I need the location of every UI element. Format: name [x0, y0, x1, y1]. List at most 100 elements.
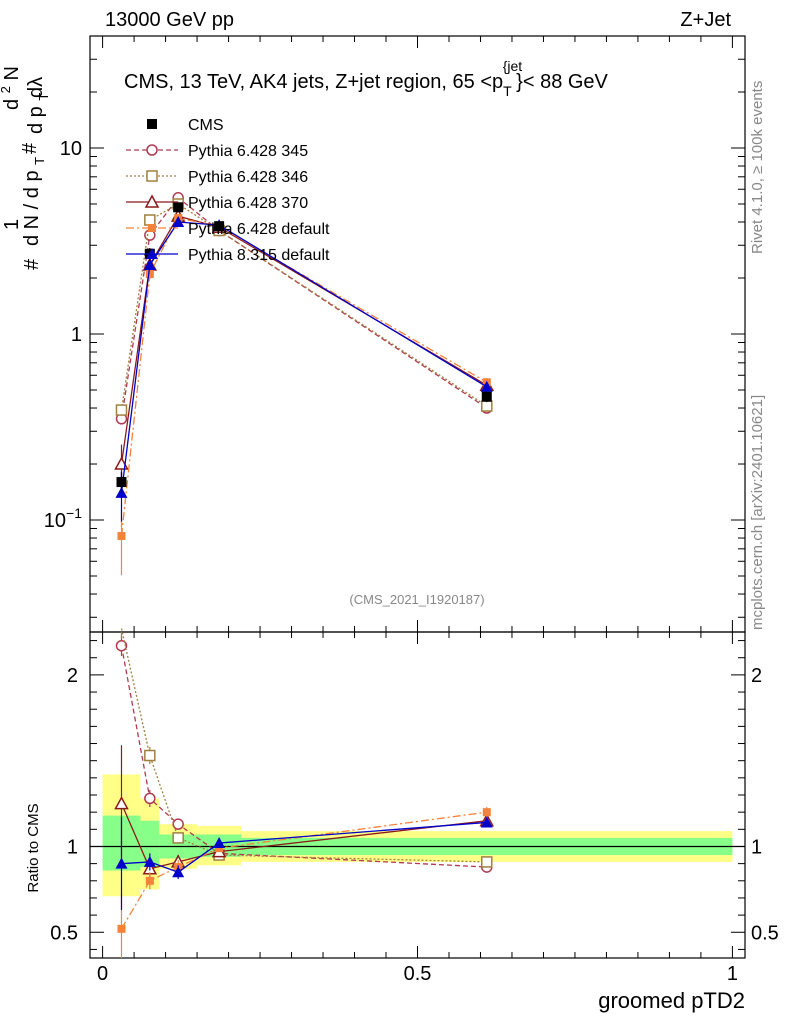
series-ratio-point [172, 818, 184, 830]
header-left: 13000 GeV pp [105, 9, 234, 31]
series-ratio-point [144, 749, 156, 762]
y-axis-label: # d N / d p T # d p T dλ [19, 77, 53, 270]
series-ratio-point [145, 876, 154, 885]
y-axis-label-numer: 1 d 2 N [0, 66, 23, 230]
series-0 [115, 192, 493, 873]
x-tick-label: 0.5 [404, 963, 432, 985]
series-point [144, 214, 156, 226]
series-ratio-point [172, 866, 185, 878]
legend-entry-4: Pythia 6.428 default [126, 221, 330, 238]
x-tick-label: 0 [97, 963, 108, 985]
cms-point [173, 202, 184, 213]
series-point [117, 532, 126, 541]
series-ratio-point [482, 808, 491, 817]
series-ratio-point [115, 857, 128, 869]
series-point [115, 404, 128, 416]
y-label-sub-t2: T [36, 93, 51, 101]
y-label-sub-t1: T [32, 157, 47, 165]
y-label-n: N [1, 66, 23, 80]
y-label-dpt: d p [25, 106, 47, 134]
ratio-tick-label-left: 0.5 [50, 922, 78, 944]
series-ratio-point [480, 816, 493, 828]
series-ratio-point [114, 796, 129, 810]
ratio-tick-label-right: 1 [751, 836, 762, 858]
ratio-tick-label-left: 1 [67, 836, 78, 858]
y-label-dlambda: dλ [25, 77, 47, 98]
y-tick-label: 1 [71, 324, 82, 346]
data-series [114, 192, 495, 958]
ratio-frame [89, 631, 746, 959]
series-2 [114, 208, 495, 880]
legend-label: Pythia 8.315 default [188, 247, 330, 264]
cms-point [116, 477, 127, 488]
cms-data [116, 202, 492, 493]
legend-marker [147, 119, 157, 129]
analysis-label: (CMS_2021_I1920187) [349, 592, 484, 607]
legend-entry-2: Pythia 6.428 346 [126, 169, 308, 186]
series-ratio-point [144, 792, 156, 805]
y-tick-label: 10 [60, 138, 82, 160]
series-ratio-point [172, 832, 184, 844]
ratio-y-label: Ratio to CMS [25, 803, 42, 892]
series-ratio-point [481, 856, 493, 868]
legend-label: Pythia 6.428 default [188, 221, 330, 238]
series-1 [115, 198, 493, 868]
legend-marker [148, 224, 156, 232]
plot-title: CMS, 13 TeV, AK4 jets, Z+jet region, 65 … [124, 58, 609, 99]
y-tick-base: 10 [44, 510, 66, 532]
rivet-label: Rivet 4.1.0, ≥ 100k events [749, 81, 766, 254]
y-label-hash2: # [19, 142, 41, 154]
x-tick-label: 1 [727, 963, 738, 985]
legend-label: Pythia 6.428 346 [188, 169, 308, 186]
legend-marker [146, 248, 158, 259]
ratio-tick-label-right: 2 [751, 665, 762, 687]
band-inner-1 [140, 820, 160, 868]
series-point [143, 258, 156, 270]
cms-point [214, 221, 225, 232]
legend-label: Pythia 6.428 370 [188, 195, 308, 212]
mcplots-label: mcplots.cern.ch [arXiv:2401.10621] [749, 395, 766, 630]
legend-label: Pythia 6.428 345 [188, 143, 308, 160]
y-label-two: 2 [0, 86, 13, 93]
ratio-tick-label-right: 0.5 [751, 922, 779, 944]
series-point [480, 380, 493, 392]
y-tick-label: 10−1 [44, 505, 82, 532]
legend-marker [144, 194, 160, 208]
y-tick-base: 1 [71, 324, 82, 346]
title-main: CMS, 13 TeV, AK4 jets, Z+jet region, 65 … [124, 71, 503, 93]
title-sub-t: T [503, 83, 512, 99]
header-right: Z+Jet [680, 9, 731, 31]
series-point [172, 216, 185, 228]
series-ratio-point [215, 844, 224, 853]
legend-marker [146, 144, 158, 156]
series-line [120, 217, 488, 537]
x-axis-label: groomed pTD2 [598, 988, 745, 1013]
y-label-hash1: # [21, 258, 43, 270]
y-label-d2n: d [1, 99, 23, 110]
series-ratio-point [115, 639, 128, 652]
legend-entry-3: Pythia 6.428 370 [126, 194, 308, 212]
legend: CMS Pythia 6.428 345 Pythia 6.428 346 Pythi… [126, 117, 330, 264]
legend-marker [146, 170, 158, 182]
cms-point [481, 391, 492, 402]
series-point [145, 270, 154, 279]
y-label-frac: d N / d p [21, 170, 43, 246]
series-ratio-point [117, 924, 126, 933]
series-point [481, 400, 493, 412]
series-ratio-point [213, 837, 226, 849]
y-label-one: 1 [1, 219, 23, 230]
ratio-uncertainty-bands [90, 774, 745, 897]
ratio-tick-label-left: 2 [67, 665, 78, 687]
y-tick-base: 10 [60, 138, 82, 160]
legend-entry-5: Pythia 8.315 default [126, 247, 330, 264]
y-tick-exponent: −1 [66, 505, 82, 521]
title-end: }< 88 GeV [516, 71, 608, 93]
series-4 [115, 216, 493, 910]
title-sup-jet: {jet [503, 58, 523, 74]
legend-entry-0: CMS [147, 117, 224, 134]
legend-entry-1: Pythia 6.428 345 [126, 143, 308, 160]
legend-label: CMS [188, 117, 224, 134]
series-ratio-point [143, 855, 156, 867]
